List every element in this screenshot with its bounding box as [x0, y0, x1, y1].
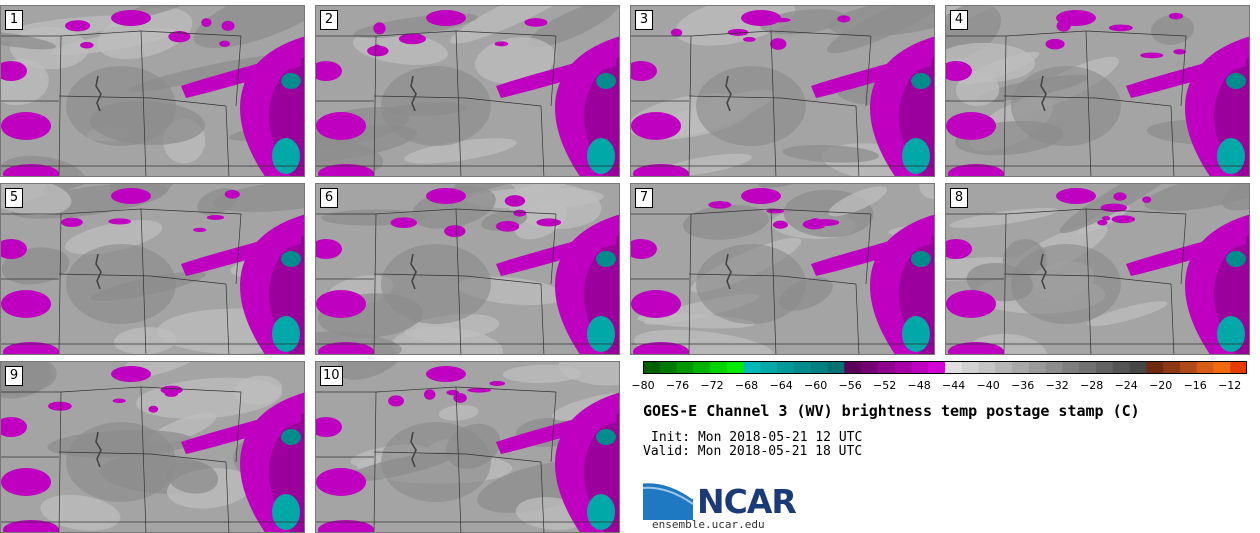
- colorbar-bin: [844, 361, 862, 374]
- stamp-label-7: 7: [635, 188, 653, 208]
- colorbar-bin: [945, 361, 963, 374]
- colorbar-tick-label: −44: [941, 379, 966, 392]
- stamp-map: [631, 184, 934, 354]
- colorbar-tick-label: −20: [1149, 379, 1173, 392]
- colorbar-tick-label: −36: [1011, 379, 1035, 392]
- colorbar-ticks: −80 −76 −72 −68 −64 −60 −56 −52 −48 −44 −40 −36 −32−…: [630, 379, 1260, 395]
- colorbar-bin: [894, 361, 913, 374]
- stamp-map: [316, 362, 619, 532]
- stamp-map: [316, 184, 619, 354]
- colorbar-bin: [1230, 361, 1247, 374]
- colorbar-bin: [1028, 361, 1047, 374]
- colorbar-bin: [1129, 361, 1147, 374]
- colorbar-bin: [794, 361, 812, 374]
- colorbar-bin: [1196, 361, 1215, 374]
- stamp-panel-4: 4: [945, 5, 1250, 177]
- stamp-label-8: 8: [950, 188, 968, 208]
- stamp-panel-2: 2: [315, 5, 620, 177]
- colorbar-bin: [1012, 361, 1030, 374]
- colorbar-bin: [1062, 361, 1080, 374]
- stamp-map: [946, 6, 1249, 176]
- stamp-label-9: 9: [5, 366, 23, 386]
- colorbar-bin: [777, 361, 795, 374]
- stamp-panel-7: 7: [630, 183, 935, 355]
- colorbar-bin: [760, 361, 778, 374]
- chart-title: GOES-E Channel 3 (WV) brightness temp po…: [643, 402, 1140, 420]
- ncar-logo-icon: [643, 480, 694, 520]
- colorbar-bin: [911, 361, 929, 374]
- colorbar-bin: [1045, 361, 1064, 374]
- colorbar-bin: [643, 361, 661, 374]
- stamp-map: [631, 6, 934, 176]
- colorbar-bin: [877, 361, 896, 374]
- ncar-logo-text: NCAR: [697, 482, 797, 521]
- colorbar-tick-label: −80: [631, 379, 655, 392]
- colorbar-bin: [710, 361, 728, 374]
- stamp-label-4: 4: [950, 10, 968, 30]
- stamp-panel-8: 8: [945, 183, 1250, 355]
- stamp-label-10: 10: [320, 366, 343, 386]
- valid-time: Valid: Mon 2018-05-21 18 UTC: [643, 444, 863, 459]
- colorbar-bin: [743, 361, 762, 374]
- stamp-label-5: 5: [5, 188, 23, 208]
- stamp-panel-5: 5: [0, 183, 305, 355]
- colorbar-bin: [1112, 361, 1131, 374]
- colorbar-tick-label: −28: [1080, 379, 1104, 392]
- colorbar-tick-label: −64: [769, 379, 793, 392]
- colorbar-bin: [810, 361, 829, 374]
- source-url: ensemble.ucar.edu: [652, 518, 765, 531]
- colorbar-tick-label: −12: [1218, 379, 1242, 392]
- colorbar: [643, 361, 1247, 374]
- colorbar-tick-label: −76: [665, 379, 690, 392]
- colorbar-bin: [827, 361, 845, 374]
- stamp-panel-9: 9: [0, 361, 305, 533]
- colorbar-tick-label: −68: [734, 379, 759, 392]
- colorbar-tick-label: −32: [1045, 379, 1069, 392]
- stamp-panel-1: 1: [0, 5, 305, 177]
- colorbar-bin: [659, 361, 678, 374]
- stamp-map: [1, 362, 304, 532]
- colorbar-bin: [1179, 361, 1198, 374]
- colorbar-bin: [1146, 361, 1164, 374]
- colorbar-bin: [961, 361, 980, 374]
- colorbar-tick-label: −72: [700, 379, 724, 392]
- colorbar-tick-label: −60: [803, 379, 828, 392]
- colorbar-bin: [995, 361, 1013, 374]
- stamp-map: [1, 6, 304, 176]
- colorbar-tick-label: −56: [838, 379, 862, 392]
- stamp-panel-10: 10: [315, 361, 620, 533]
- colorbar-bin: [693, 361, 711, 374]
- colorbar-bin: [978, 361, 996, 374]
- stamp-panel-6: 6: [315, 183, 620, 355]
- stamp-panel-3: 3: [630, 5, 935, 177]
- stamp-label-1: 1: [5, 10, 23, 30]
- colorbar-bin: [676, 361, 694, 374]
- init-time: Init: Mon 2018-05-21 12 UTC: [651, 430, 863, 445]
- stamp-label-6: 6: [320, 188, 338, 208]
- colorbar-tick-label: −24: [1114, 379, 1138, 392]
- colorbar-tick-label: −40: [976, 379, 1000, 392]
- colorbar-bin: [928, 361, 946, 374]
- stamp-label-2: 2: [320, 10, 338, 30]
- colorbar-tick-label: −52: [872, 379, 897, 392]
- colorbar-bin: [1213, 361, 1231, 374]
- colorbar-bin: [1096, 361, 1114, 374]
- colorbar-bin: [861, 361, 879, 374]
- stamp-map: [316, 6, 619, 176]
- stamp-map: [1, 184, 304, 354]
- colorbar-frame: [643, 361, 1247, 374]
- colorbar-bin: [1079, 361, 1097, 374]
- colorbar-bin: [726, 361, 745, 374]
- colorbar-tick-label: −48: [907, 379, 931, 392]
- stamp-map: [946, 184, 1249, 354]
- colorbar-bin: [1163, 361, 1181, 374]
- stamp-label-3: 3: [635, 10, 653, 30]
- colorbar-tick-label: −16: [1183, 379, 1207, 392]
